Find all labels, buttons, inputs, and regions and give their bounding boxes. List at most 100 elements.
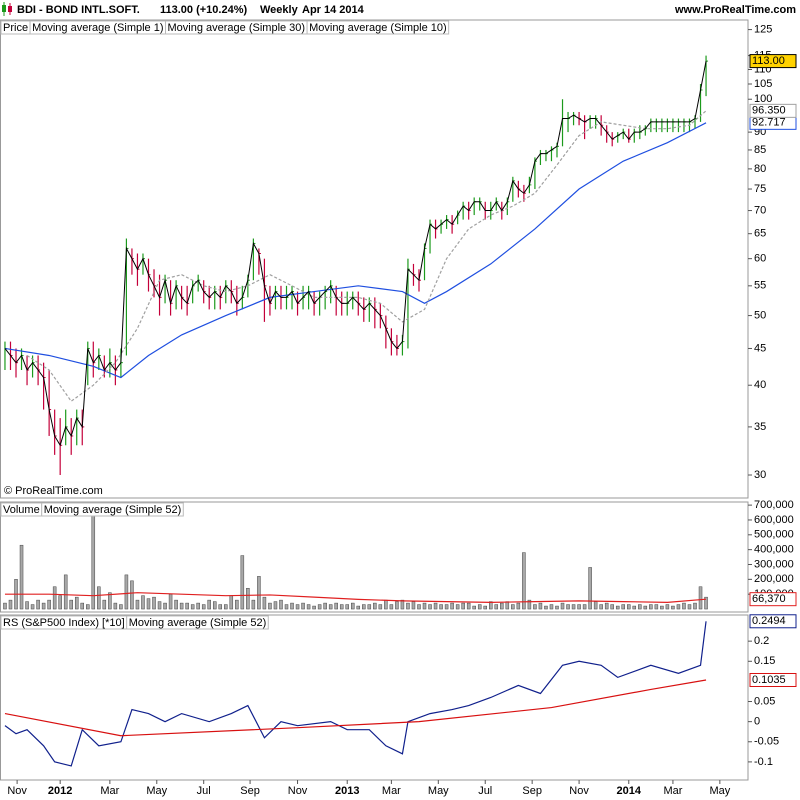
last-value-label: 96.350 (752, 105, 786, 117)
y-tick-label: 45 (754, 342, 766, 354)
volume-bar (41, 602, 46, 610)
volume-bar (599, 604, 603, 610)
y-tick-label: 55 (754, 280, 766, 292)
volume-bar (235, 599, 239, 610)
close-line (4, 60, 707, 447)
y-tick-label: 200,000 (754, 573, 794, 585)
volume-bar (649, 604, 653, 610)
volume-bar (627, 604, 631, 610)
y-tick-label: 80 (754, 163, 766, 175)
volume-bar (632, 605, 637, 610)
x-tick-label: May (428, 785, 449, 797)
y-tick-label: 0.2 (754, 635, 769, 647)
volume-bar (108, 592, 112, 610)
volume-bar (477, 604, 482, 610)
volume-bar (207, 599, 211, 610)
volume-bar (268, 602, 272, 610)
volume-bar (212, 601, 217, 610)
volume-bar (124, 574, 129, 610)
x-tick-label: 2012 (48, 785, 72, 797)
y-tick-label: 400,000 (754, 544, 794, 556)
x-tick-label: Sep (240, 785, 260, 797)
volume-bar (665, 604, 670, 610)
legend-entry: Moving average (Simple 1) (32, 22, 163, 34)
volume-bar (163, 602, 167, 610)
volume-bar (500, 602, 504, 610)
volume-bar (671, 605, 675, 610)
y-tick-label: 30 (754, 469, 766, 481)
line (4, 679, 707, 737)
volume-bar (461, 602, 465, 610)
volume-bar (284, 604, 289, 610)
volume-bar (588, 567, 592, 610)
x-tick-label: Nov (288, 785, 308, 797)
volume-bar (682, 602, 686, 610)
legend-box (306, 20, 450, 35)
period: Weekly (260, 4, 299, 16)
volume-bar (174, 599, 178, 610)
volume-bar (295, 604, 300, 610)
volume-bar (373, 602, 377, 610)
volume-bar (190, 604, 195, 610)
y-tick-label: 50 (754, 309, 766, 321)
line (4, 592, 707, 603)
volume-bar (312, 605, 316, 610)
volume-bar (450, 602, 454, 610)
volume-bar (560, 602, 565, 610)
legend-entry: RS (S&P500 Index) [*10] (3, 617, 125, 629)
y-tick-label: 60 (754, 253, 766, 265)
volume-bar (141, 595, 145, 610)
volume-bar (47, 599, 51, 610)
line (4, 621, 707, 767)
volume-bar (362, 604, 366, 610)
quote: 113.00 (+10.24%) (160, 4, 247, 16)
volume-bar (63, 574, 68, 610)
x-tick-label: Jul (197, 785, 211, 797)
volume-bar (522, 552, 526, 610)
volume-bar (251, 599, 256, 610)
x-tick-label: May (146, 785, 167, 797)
volume-bar (301, 602, 305, 610)
volume-bar (218, 604, 223, 610)
last-value-label: 113.00 (752, 55, 785, 67)
volume-bar (615, 605, 620, 610)
volume-bar (257, 576, 261, 610)
volume-bar (411, 601, 416, 610)
volume-bar (638, 604, 642, 610)
volume-bar (389, 604, 394, 610)
header-icon (2, 2, 12, 16)
y-tick-label: 0 (754, 716, 760, 728)
last-value-label: 0.2494 (752, 615, 786, 627)
volume-bar (240, 555, 245, 610)
volume-bar (168, 593, 173, 610)
volume-bar (378, 604, 383, 610)
legend-entry: Volume (3, 504, 40, 516)
volume-bar (433, 602, 438, 610)
y-tick-label: 70 (754, 204, 766, 216)
volume-bar (58, 595, 62, 610)
volume-bar (593, 601, 598, 610)
volume-bar (246, 587, 250, 610)
legend-box (41, 502, 184, 517)
volume-bar (654, 604, 659, 610)
volume-bar (273, 601, 278, 610)
volume-bar (306, 604, 311, 610)
volume-bar (704, 596, 708, 610)
volume-bar (516, 602, 521, 610)
y-tick-label: 0.15 (754, 655, 775, 667)
y-tick-label: 40 (754, 379, 766, 391)
y-tick-label: 35 (754, 421, 766, 433)
volume-bar (74, 596, 79, 610)
volume-bar (69, 599, 73, 610)
volume-bar (350, 602, 355, 610)
volume-bar (455, 604, 460, 610)
volume-bar (130, 580, 134, 610)
volume-bar (339, 604, 344, 610)
y-tick-label: 700,000 (754, 499, 794, 511)
y-tick-label: -0.1 (754, 756, 773, 768)
volume-bar (80, 602, 85, 610)
volume-bar (494, 604, 499, 610)
x-tick-label: May (709, 785, 730, 797)
volume-bar (417, 604, 421, 610)
